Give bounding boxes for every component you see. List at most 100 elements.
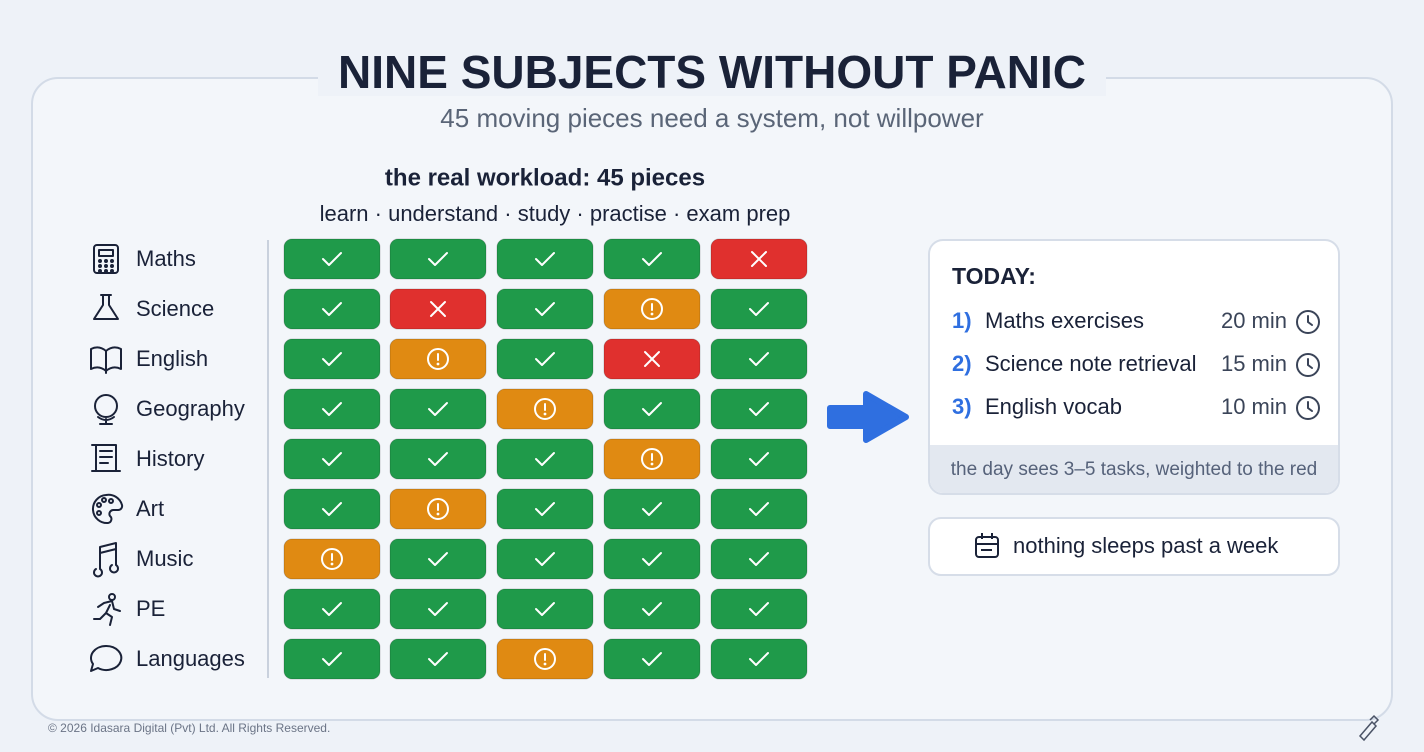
status-cell [710,238,808,280]
column-labels: learn · understand · study · practise · … [320,201,791,226]
status-cell [496,538,594,580]
cell-box [496,238,594,280]
icon-part [1296,310,1320,334]
task-label: English vocab [985,394,1122,419]
check-icon [749,552,769,566]
card-box [928,239,1340,495]
subject-name: Geography [136,396,245,421]
icon-part [91,493,124,525]
status-cell [389,338,487,380]
check-icon [322,652,342,666]
status-cell [710,638,808,680]
icon-part [98,249,114,257]
subject-icon [90,644,123,672]
status-cell [389,488,487,530]
cell-box [389,538,487,580]
status-cell [603,288,701,330]
icon-part [108,498,114,504]
check-icon [749,402,769,416]
cell-box [603,538,701,580]
subject-icon [91,493,124,525]
check-icon [642,402,662,416]
icon-part [98,269,102,273]
note-box [928,517,1340,576]
pen-icon [1358,714,1380,742]
subject-icon [93,593,121,626]
check-icon [535,352,555,366]
warn-icon [534,648,556,670]
cross-icon [751,251,767,267]
check-icon [428,452,448,466]
cell-box [603,238,701,280]
icon-part [93,600,121,626]
icon-part [93,542,119,578]
warn-icon [650,462,654,466]
status-cell [710,588,808,630]
check-icon [428,602,448,616]
warn-icon [436,362,440,366]
subject-name: Art [136,496,164,521]
cell-box [710,438,808,480]
icon-part [94,394,118,418]
status-cell [603,588,701,630]
check-icon [322,302,342,316]
check-icon [322,452,342,466]
icon-part [1307,315,1313,326]
check-icon [642,652,662,666]
check-icon [535,302,555,316]
cell-box [603,638,701,680]
status-cell [389,388,487,430]
check-icon [322,252,342,266]
status-cell [283,538,381,580]
check-icon [322,352,342,366]
cell-box [496,538,594,580]
status-cell [389,438,487,480]
subject-name: English [136,346,208,371]
check-icon [322,402,342,416]
status-cell [603,488,701,530]
cell-box [389,238,487,280]
cell-box [283,388,381,430]
cell-box [710,338,808,380]
warn-icon [641,448,663,470]
arrow [827,391,909,443]
warn-icon [321,548,343,570]
status-cell [283,388,381,430]
icon-part [108,593,116,601]
note-text: nothing sleeps past a week [1013,533,1279,558]
status-cell [603,388,701,430]
icon-part [93,294,119,320]
check-icon [749,652,769,666]
warn-icon [330,562,334,566]
status-cell [283,488,381,530]
cell-box [603,588,701,630]
cell-box [283,438,381,480]
icon-part [110,264,114,268]
subject-name: Music [136,546,193,571]
check-icon [749,302,769,316]
warn-icon [543,412,547,416]
warn-icon [543,662,547,666]
warn-icon [534,398,556,420]
check-icon [428,552,448,566]
status-cell [389,538,487,580]
cell-box [389,588,487,630]
status-cell [710,488,808,530]
status-cell [710,288,808,330]
check-icon [749,452,769,466]
status-cell [496,438,594,480]
status-cell [710,538,808,580]
icon-part [97,416,115,425]
cell-box [496,438,594,480]
cross-icon [644,351,660,367]
task-time: 10 min [1221,394,1287,419]
subject-name: PE [136,596,165,621]
cell-box [710,388,808,430]
cell-box [496,488,594,530]
subtitle: 45 moving pieces need a system, not will… [440,103,984,133]
task-label: Maths exercises [985,308,1144,333]
cell-box [710,638,808,680]
task-label: Science note retrieval [985,351,1197,376]
icon-part [101,497,107,503]
